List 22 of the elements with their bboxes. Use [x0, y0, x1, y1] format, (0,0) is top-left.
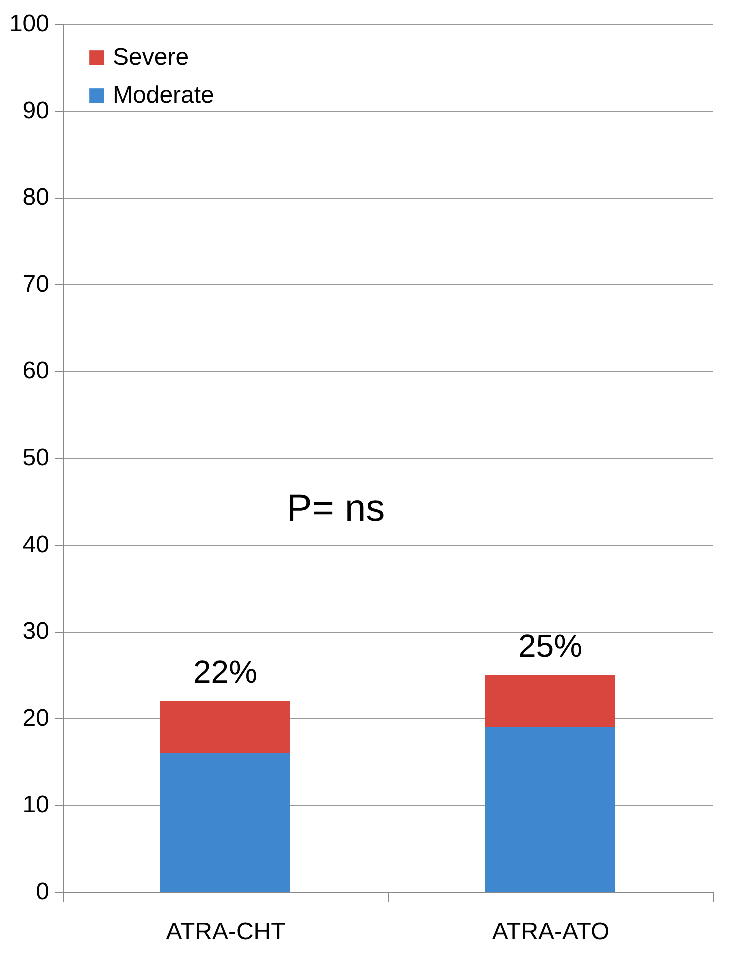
- legend-label: Severe: [113, 44, 190, 71]
- y-tick-label: 60: [22, 358, 50, 385]
- y-tick-label: 90: [22, 97, 50, 124]
- y-tick-label: 10: [22, 792, 50, 819]
- y-tick-label: 80: [22, 184, 50, 212]
- legend-label: Moderate: [113, 82, 214, 109]
- y-tick-label: 100: [9, 10, 50, 38]
- y-tick-label: 40: [22, 531, 50, 558]
- bar: [486, 675, 616, 728]
- y-tick-label: 50: [22, 444, 50, 472]
- x-tick-label: ATRA-CHT: [166, 918, 286, 946]
- y-tick-label: 20: [22, 704, 50, 732]
- y-tick-label: 30: [22, 618, 50, 646]
- bar: [160, 701, 290, 754]
- annotation: P= ns: [286, 488, 386, 530]
- bar: [486, 727, 616, 892]
- y-tick-label: 70: [22, 270, 50, 298]
- total-label: 25%: [518, 628, 583, 664]
- y-tick-label: 0: [36, 878, 50, 906]
- total-label: 22%: [193, 654, 258, 690]
- x-tick-label: ATRA-ATO: [492, 918, 610, 946]
- bar: [160, 753, 290, 892]
